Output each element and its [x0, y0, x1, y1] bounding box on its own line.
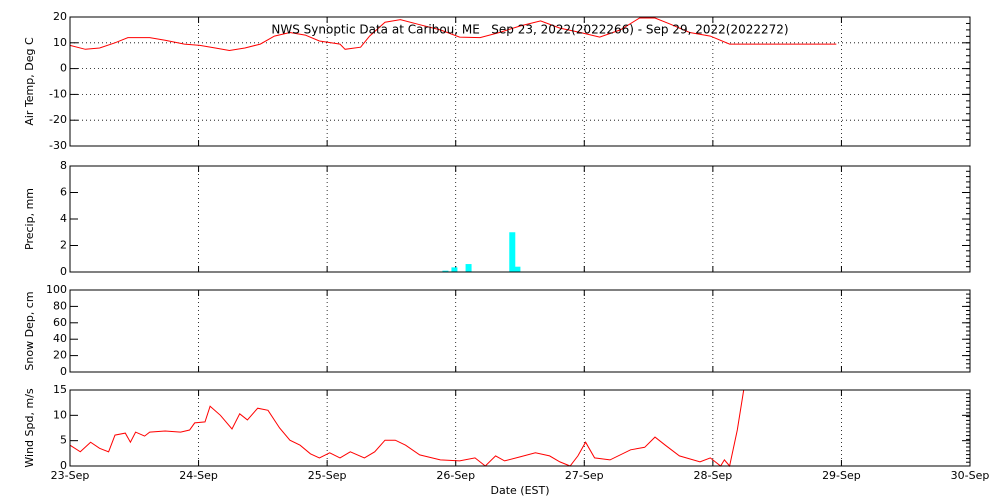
y-tick-label: 20: [53, 10, 67, 23]
y-tick-label: 0: [60, 365, 67, 378]
y-tick-label: 0: [60, 62, 67, 75]
precip-bar: [465, 264, 472, 272]
plot-frame: [69, 165, 971, 273]
x-tick-label: 29-Sep: [822, 469, 861, 482]
y-tick-label: 80: [53, 299, 67, 312]
y-axis-label: Air Temp, Deg C: [23, 37, 36, 126]
x-tick-label: 24-Sep: [179, 469, 218, 482]
plot-frame: [69, 389, 971, 467]
y-tick-label: 8: [60, 159, 67, 172]
data-line: [69, 17, 837, 52]
y-tick-label: 20: [53, 349, 67, 362]
y-tick-label: 2: [60, 239, 67, 252]
x-tick-label: 28-Sep: [694, 469, 733, 482]
y-tick-label: 5: [60, 434, 67, 447]
chart-title: NWS Synoptic Data at Caribou, ME Sep 23,…: [271, 23, 788, 37]
x-tick-label: 23-Sep: [51, 469, 90, 482]
y-tick-label: 60: [53, 316, 67, 329]
y-tick-label: -30: [49, 139, 67, 152]
precip-bar: [514, 266, 521, 272]
x-tick-label: 27-Sep: [565, 469, 604, 482]
y-tick-label: 6: [60, 186, 67, 199]
plot-frame: [69, 289, 971, 373]
y-tick-label: 4: [60, 212, 67, 225]
y-tick-label: 10: [53, 408, 67, 421]
precip-bar: [451, 267, 458, 272]
x-tick-label: 30-Sep: [951, 469, 990, 482]
data-line: [69, 389, 745, 468]
precip-bar: [442, 270, 449, 272]
y-tick-label: 0: [60, 459, 67, 472]
x-axis-label: Date (EST): [490, 484, 549, 497]
y-tick-label: 15: [53, 383, 67, 396]
y-tick-label: 10: [53, 36, 67, 49]
y-tick-label: -20: [49, 113, 67, 126]
plot-frame: [69, 16, 971, 147]
y-axis-label: Snow Dep, cm: [23, 291, 36, 370]
y-tick-label: 0: [60, 265, 67, 278]
precip-bar: [509, 232, 516, 272]
y-tick-label: 40: [53, 332, 67, 345]
x-tick-label: 25-Sep: [308, 469, 347, 482]
y-tick-label: -10: [49, 87, 67, 100]
y-axis-label: Precip, mm: [23, 188, 36, 250]
y-axis-label: Wind Spd, m/s: [23, 388, 36, 468]
y-tick-label: 100: [46, 283, 67, 296]
x-tick-label: 26-Sep: [436, 469, 475, 482]
